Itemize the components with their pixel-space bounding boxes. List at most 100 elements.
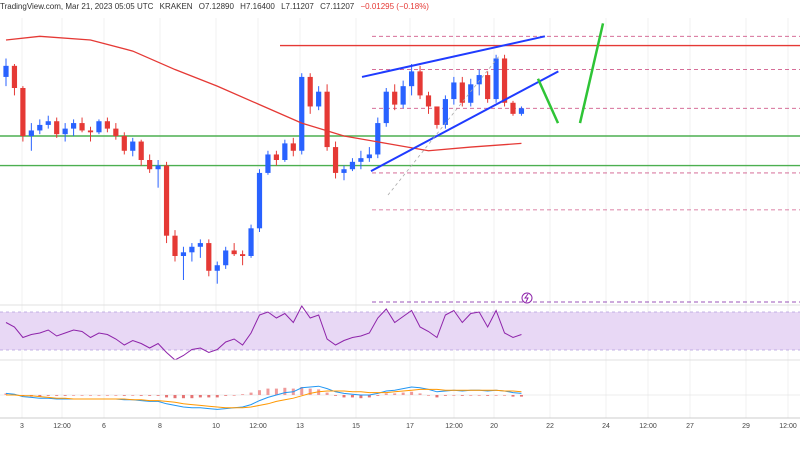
macd-histogram-bar-51: [435, 395, 439, 398]
macd-histogram-bar-41: [350, 395, 354, 398]
macd-histogram-bar-9: [80, 395, 84, 396]
candle-body-15: [130, 141, 136, 151]
macd-histogram-bar-60: [511, 395, 515, 397]
macd-histogram-bar-5: [46, 395, 50, 396]
macd-histogram-bar-22: [190, 395, 194, 399]
event-marker[interactable]: [521, 292, 533, 304]
time-axis: 3 12:00 6 8 10 12:00 13 15 17 12:00 20 22 24 12:00 27 2…: [0, 304, 800, 430]
rsi-band: [0, 312, 800, 350]
candle-body-37: [316, 91, 322, 107]
candle-body-25: [214, 265, 220, 271]
macd-histogram-bar-17: [148, 395, 152, 396]
candle-body-31: [265, 154, 271, 173]
macd-histogram-bar-0: [4, 393, 8, 395]
candle-body-21: [180, 252, 187, 256]
candle-body-36: [307, 76, 313, 107]
candle-body-16: [138, 141, 144, 160]
low-value: L7.11207: [281, 2, 314, 11]
candle-body-9: [79, 123, 85, 131]
candle-body-34: [290, 143, 296, 151]
macd-histogram-bar-56: [477, 395, 481, 396]
x-tick-label-9: 12:00: [445, 423, 463, 430]
signal-line: [6, 388, 522, 409]
candle-body-22: [189, 246, 195, 253]
candle-body-18: [155, 165, 161, 170]
macd-histogram-bar-4: [38, 395, 42, 397]
candle-body-14: [121, 136, 127, 151]
macd-histogram-bar-54: [460, 395, 464, 396]
moving-average-line: [5, 35, 522, 152]
candle-body-38: [324, 91, 330, 148]
x-tick-label-5: 12:00: [249, 423, 267, 430]
candle-body-3: [28, 130, 34, 136]
candle-body-23: [197, 243, 203, 247]
x-tick-label-10: 20: [490, 423, 498, 430]
candle-body-49: [417, 71, 423, 96]
candle-body-46: [392, 91, 398, 105]
channel-lower-line: [370, 70, 559, 172]
macd-histogram-bar-14: [122, 395, 126, 396]
candle-body-19: [163, 165, 170, 236]
macd-histogram-bar-16: [139, 395, 143, 396]
macd-histogram-bar-25: [215, 395, 219, 398]
macd-histogram-bar-59: [503, 395, 507, 396]
macd-histogram-bar-20: [173, 395, 177, 399]
candle-body-53: [451, 82, 457, 100]
price-levels: [0, 35, 800, 303]
chart-header: TradingView.com, Mar 21, 2023 05:05 UTC …: [0, 2, 433, 11]
candle-body-56: [476, 75, 482, 85]
close-value: C7.11207: [320, 2, 355, 11]
macd-histogram-bar-23: [198, 395, 202, 398]
macd-histogram-bar-33: [283, 387, 287, 395]
candle-body-7: [62, 128, 68, 135]
macd-histogram-bar-19: [165, 395, 169, 398]
candle-body-51: [434, 106, 440, 125]
forecast-down-line: [536, 78, 560, 124]
lightning-icon: [524, 293, 529, 303]
macd-histogram-bar-26: [224, 395, 228, 396]
x-tick-label-6: 13: [296, 423, 304, 430]
macd-histogram-bar-29: [249, 392, 253, 395]
candle-body-12: [104, 121, 110, 129]
x-tick-label-15: 29: [742, 423, 750, 430]
grid-lines: [21, 18, 789, 418]
candle-body-60: [510, 102, 516, 114]
macd-histogram-bar-35: [300, 387, 304, 395]
trend-guide-line: [387, 54, 501, 196]
x-tick-label-13: 12:00: [639, 423, 657, 430]
macd-histogram-bar-8: [72, 395, 76, 396]
candle-body-45: [383, 91, 389, 124]
candle-body-20: [172, 235, 178, 256]
open-value: O7.12890: [198, 2, 234, 11]
candle-body-5: [45, 121, 51, 125]
x-tick-label-7: 15: [352, 423, 360, 430]
candle-body-48: [409, 71, 415, 87]
candle-body-2: [20, 88, 26, 136]
exchange-label: KRAKEN: [159, 2, 193, 11]
candle-body-17: [147, 160, 153, 170]
macd-histogram-bar-44: [376, 395, 380, 396]
macd-histogram-bar-38: [325, 392, 329, 395]
candle-body-29: [248, 228, 254, 256]
macd-histogram-bar-57: [486, 395, 490, 396]
candle-body-43: [366, 154, 372, 159]
x-tick-label-2: 6: [102, 423, 106, 430]
change-value: −0.01295 (−0.18%): [360, 2, 429, 11]
x-tick-label-4: 10: [212, 423, 220, 430]
forecast-up-line: [578, 23, 605, 124]
x-tick-label-1: 12:00: [53, 423, 71, 430]
rsi-line: [5, 305, 522, 361]
candle-body-61: [518, 108, 525, 114]
candle-body-42: [358, 158, 364, 162]
macd-pane: [0, 385, 800, 410]
candle-body-32: [273, 154, 279, 160]
macd-histogram-bar-15: [131, 395, 135, 396]
candle-body-54: [459, 82, 465, 103]
macd-histogram-bar-24: [207, 395, 211, 398]
macd-histogram-bar-46: [393, 393, 397, 395]
candle-body-24: [206, 243, 212, 271]
candle-body-27: [231, 250, 237, 255]
candlesticks: [3, 54, 525, 284]
candle-body-35: [299, 76, 305, 151]
